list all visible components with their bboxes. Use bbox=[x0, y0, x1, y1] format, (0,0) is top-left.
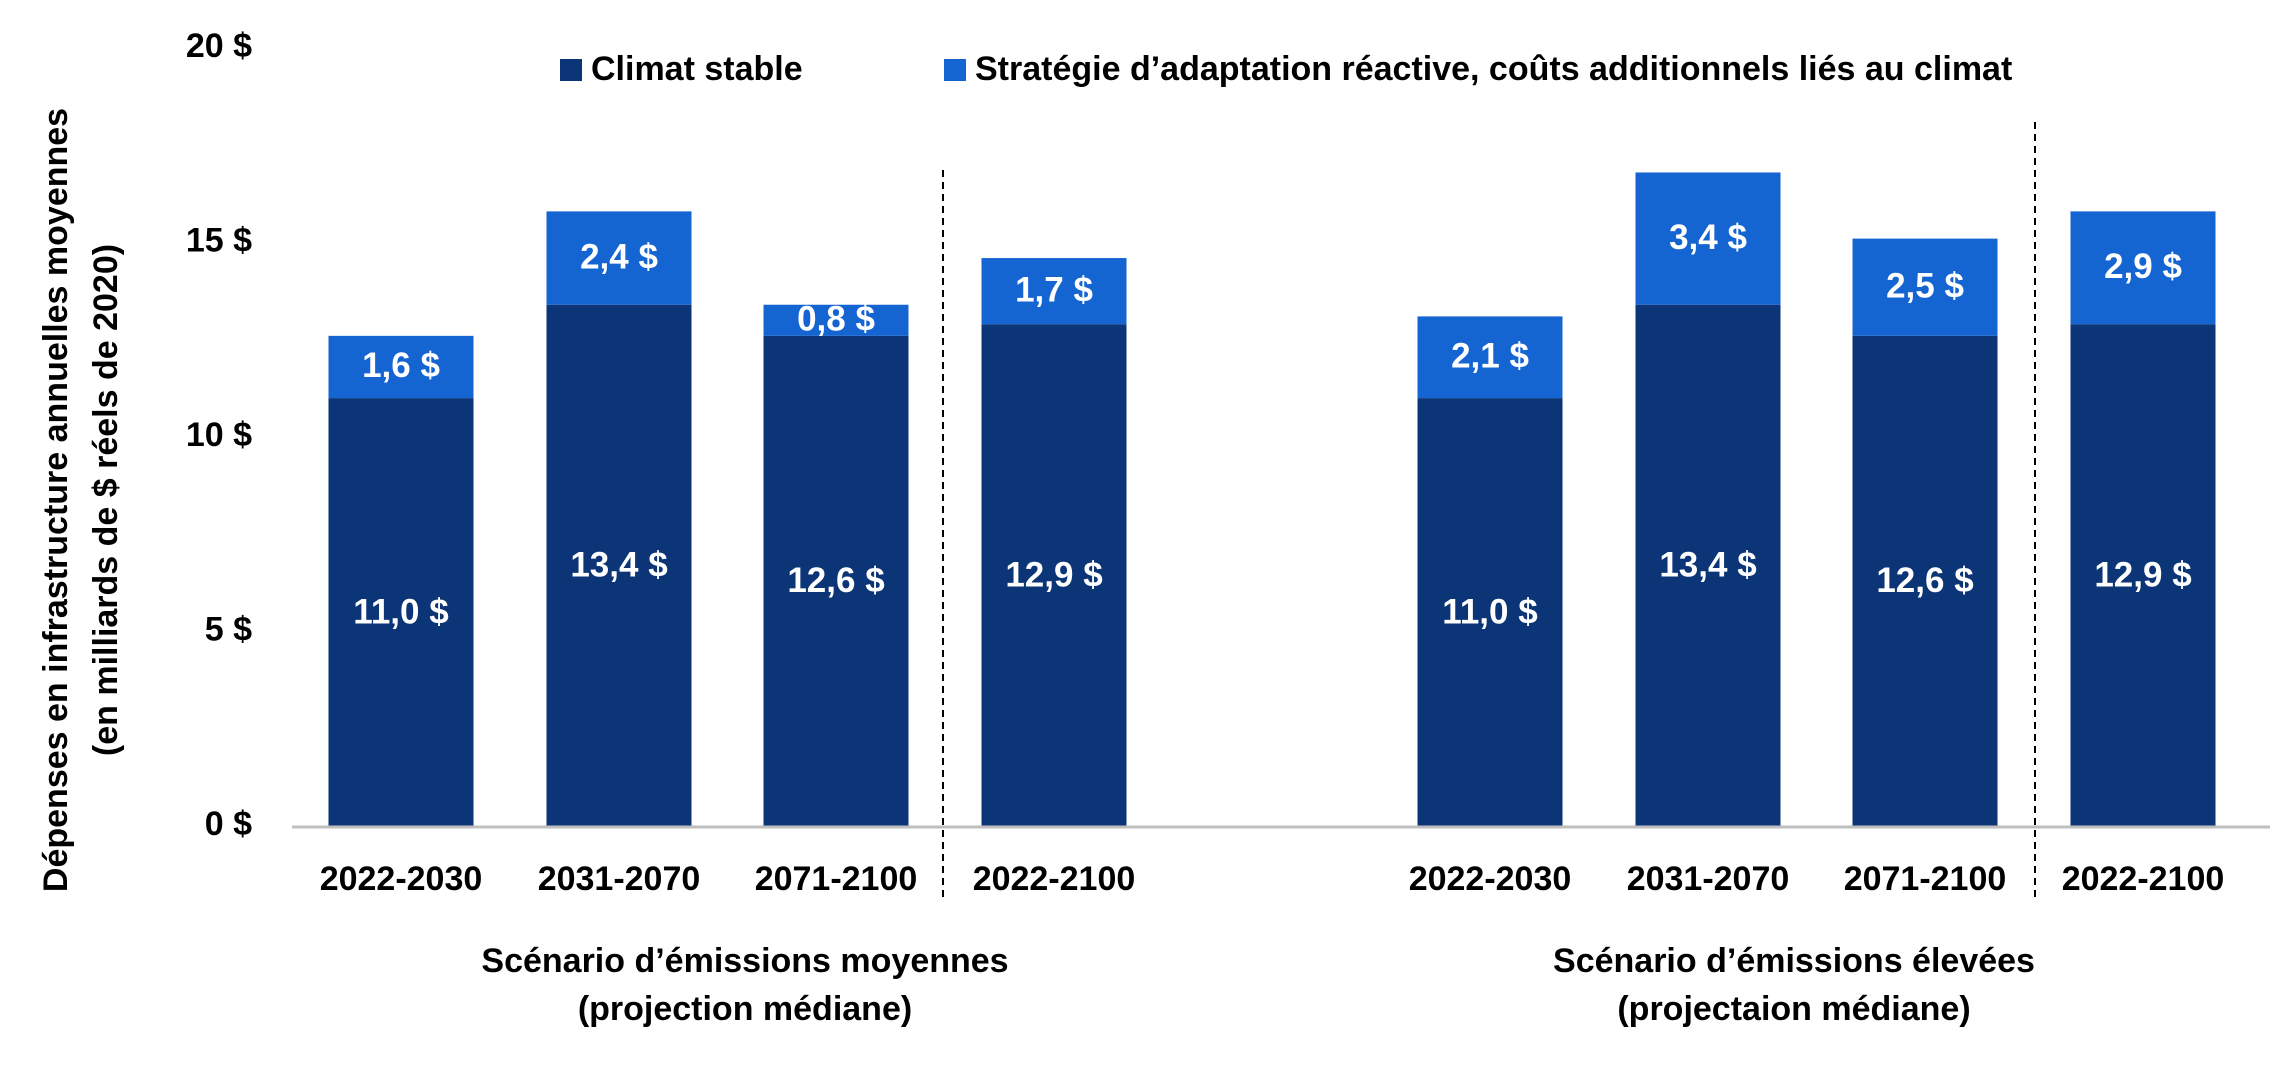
legend-label-stable: Climat stable bbox=[591, 50, 803, 88]
x-tick-label: 2071-2100 bbox=[755, 860, 918, 898]
data-label-adaptation: 2,1 $ bbox=[1451, 337, 1529, 376]
group-labels: Scénario d’émissions moyennes (projection… bbox=[481, 942, 2035, 1028]
bar-segment-stable bbox=[763, 335, 909, 826]
y-axis-title-line: (en milliards de $ réels de 2020) bbox=[87, 244, 125, 756]
bar-segment-adaptation bbox=[546, 211, 692, 305]
bar-segment-stable bbox=[546, 304, 692, 826]
x-tick-label: 2031-2070 bbox=[538, 860, 701, 898]
bar-segment-adaptation bbox=[1852, 238, 1998, 336]
x-tick-label: 2022-2030 bbox=[1409, 860, 1572, 898]
bar-segment-adaptation bbox=[981, 258, 1127, 325]
bar-segment-stable bbox=[1635, 304, 1781, 826]
data-label-stable: 12,9 $ bbox=[1005, 555, 1102, 594]
data-label-stable: 13,4 $ bbox=[1659, 546, 1756, 585]
y-axis-ticks: 0 $ 5 $ 10 $ 15 $ 20 $ bbox=[186, 27, 252, 843]
data-label-adaptation: 2,4 $ bbox=[580, 237, 658, 276]
bar-segment-adaptation bbox=[2070, 211, 2216, 325]
x-tick-label: 2022-2030 bbox=[320, 860, 483, 898]
group-label-line: (projection médiane) bbox=[578, 990, 912, 1028]
legend-swatch-stable bbox=[560, 59, 582, 81]
bar-segment-stable bbox=[328, 398, 474, 826]
data-label-adaptation: 2,5 $ bbox=[1886, 266, 1964, 305]
bar-segment-stable bbox=[1417, 398, 1563, 826]
x-axis: 2022-2030 2031-2070 2071-2100 2022-2100 2022… bbox=[292, 825, 2270, 898]
y-axis-title-line: Dépenses en infrastructure annuelles moy… bbox=[37, 108, 75, 892]
y-tick-label: 0 $ bbox=[205, 805, 252, 843]
data-label-stable: 12,6 $ bbox=[787, 561, 884, 600]
bar-segment-adaptation bbox=[328, 335, 474, 399]
legend-swatch-adaptation bbox=[944, 59, 966, 81]
bar-segment-adaptation bbox=[1417, 316, 1563, 399]
y-tick-label: 5 $ bbox=[205, 610, 252, 648]
group-label-line: (projectaion médiane) bbox=[1617, 990, 1970, 1028]
y-tick-label: 20 $ bbox=[186, 27, 252, 65]
y-tick-label: 10 $ bbox=[186, 416, 252, 454]
data-label-adaptation: 1,7 $ bbox=[1015, 270, 1093, 309]
data-label-stable: 13,4 $ bbox=[570, 546, 667, 585]
data-label-stable: 11,0 $ bbox=[1442, 592, 1537, 631]
legend-label-adaptation: Stratégie d’adaptation réactive, coûts a… bbox=[975, 50, 2012, 88]
data-label-adaptation: 0,8 $ bbox=[797, 300, 875, 339]
data-label-stable: 12,6 $ bbox=[1876, 561, 1973, 600]
bar-segment-adaptation bbox=[1635, 172, 1781, 305]
legend: Climat stable Stratégie d’adaptation réac… bbox=[560, 50, 2012, 88]
bar-segment-stable bbox=[981, 324, 1127, 826]
separators-layer bbox=[942, 122, 2036, 897]
x-tick-label: 2022-2100 bbox=[973, 860, 1136, 898]
group-label-line: Scénario d’émissions élevées bbox=[1553, 942, 2035, 980]
x-tick-label: 2031-2070 bbox=[1627, 860, 1790, 898]
group-label-line: Scénario d’émissions moyennes bbox=[481, 942, 1008, 980]
x-tick-label: 2022-2100 bbox=[2062, 860, 2225, 898]
x-tick-label: 2071-2100 bbox=[1844, 860, 2007, 898]
y-axis-title: Dépenses en infrastructure annuelles moy… bbox=[37, 108, 125, 892]
y-tick-label: 15 $ bbox=[186, 221, 252, 259]
bar-segment-adaptation bbox=[763, 304, 909, 336]
data-label-stable: 12,9 $ bbox=[2094, 555, 2191, 594]
bar-segment-stable bbox=[1852, 335, 1998, 826]
data-label-stable: 11,0 $ bbox=[353, 592, 448, 631]
bar-segment-stable bbox=[2070, 324, 2216, 826]
data-label-adaptation: 3,4 $ bbox=[1669, 218, 1747, 257]
bars-layer: 11,0 $ 1,6 $ 13,4 $ 2,4 $ 12,6 $ 0,8 $ 12,9 $ 1… bbox=[328, 172, 2216, 826]
data-label-adaptation: 1,6 $ bbox=[362, 346, 440, 385]
data-label-adaptation: 2,9 $ bbox=[2104, 247, 2182, 286]
